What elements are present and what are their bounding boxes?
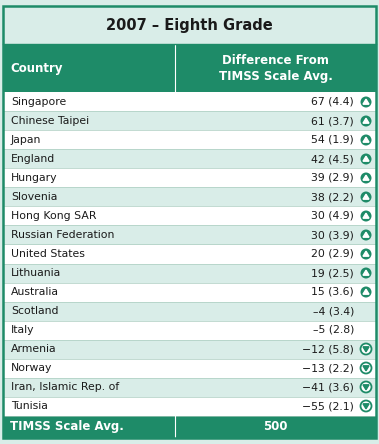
Bar — [175, 416, 376, 437]
Bar — [3, 150, 376, 169]
Polygon shape — [363, 99, 369, 104]
Bar — [3, 301, 376, 321]
Text: Difference From
TIMSS Scale Avg.: Difference From TIMSS Scale Avg. — [219, 54, 332, 83]
Polygon shape — [363, 156, 369, 161]
Text: Australia: Australia — [11, 287, 59, 297]
Polygon shape — [363, 366, 369, 371]
Circle shape — [360, 115, 371, 127]
Text: −13 (2.2): −13 (2.2) — [302, 363, 354, 373]
Text: United States: United States — [11, 249, 85, 259]
Bar — [3, 187, 376, 206]
Text: Slovenia: Slovenia — [11, 192, 57, 202]
Text: TIMSS Scale Avg.: TIMSS Scale Avg. — [10, 420, 124, 433]
Text: 19 (2.5): 19 (2.5) — [311, 268, 354, 278]
Bar — [3, 206, 376, 226]
Text: –5 (2.8): –5 (2.8) — [313, 325, 354, 335]
Text: 54 (1.9): 54 (1.9) — [311, 135, 354, 145]
Bar — [3, 416, 175, 437]
Text: 39 (2.9): 39 (2.9) — [311, 173, 354, 183]
Circle shape — [360, 286, 371, 297]
Bar — [3, 263, 376, 282]
Text: Norway: Norway — [11, 363, 52, 373]
Polygon shape — [363, 137, 369, 142]
Circle shape — [360, 210, 371, 222]
Text: 30 (3.9): 30 (3.9) — [311, 230, 354, 240]
Polygon shape — [363, 251, 369, 256]
Text: England: England — [11, 154, 55, 164]
Text: Iran, Islamic Rep. of: Iran, Islamic Rep. of — [11, 382, 119, 392]
Text: 15 (3.6): 15 (3.6) — [311, 287, 354, 297]
Text: Chinese Taipei: Chinese Taipei — [11, 116, 89, 126]
Circle shape — [360, 267, 371, 278]
Circle shape — [360, 96, 371, 107]
Text: Lithuania: Lithuania — [11, 268, 61, 278]
Text: Italy: Italy — [11, 325, 34, 335]
Text: Japan: Japan — [11, 135, 41, 145]
Bar — [3, 358, 376, 377]
Text: Singapore: Singapore — [11, 97, 66, 107]
Text: Tunisia: Tunisia — [11, 401, 48, 411]
Bar — [3, 92, 376, 111]
Text: 67 (4.4): 67 (4.4) — [311, 97, 354, 107]
Polygon shape — [363, 175, 369, 180]
Polygon shape — [363, 213, 369, 218]
Polygon shape — [363, 404, 369, 409]
Circle shape — [360, 135, 371, 146]
Bar — [3, 111, 376, 131]
Polygon shape — [363, 289, 369, 294]
Text: 38 (2.2): 38 (2.2) — [311, 192, 354, 202]
Circle shape — [360, 381, 371, 392]
Text: –4 (3.4): –4 (3.4) — [313, 306, 354, 316]
Circle shape — [360, 400, 371, 412]
Polygon shape — [363, 194, 369, 199]
Bar — [3, 282, 376, 301]
Text: −12 (5.8): −12 (5.8) — [302, 344, 354, 354]
Text: 61 (3.7): 61 (3.7) — [311, 116, 354, 126]
Circle shape — [360, 154, 371, 164]
Text: 20 (2.9): 20 (2.9) — [311, 249, 354, 259]
Text: Armenia: Armenia — [11, 344, 56, 354]
Bar — [3, 396, 376, 416]
Text: Hungary: Hungary — [11, 173, 58, 183]
Text: Hong Kong SAR: Hong Kong SAR — [11, 211, 97, 221]
Bar — [3, 131, 376, 150]
Text: 42 (4.5): 42 (4.5) — [311, 154, 354, 164]
Circle shape — [360, 173, 371, 183]
Circle shape — [360, 191, 371, 202]
Text: 2007 – Eighth Grade: 2007 – Eighth Grade — [106, 18, 273, 33]
Circle shape — [360, 344, 371, 354]
Bar — [3, 321, 376, 340]
Bar — [3, 377, 376, 396]
Polygon shape — [363, 385, 369, 390]
Circle shape — [360, 362, 371, 373]
Polygon shape — [363, 232, 369, 237]
Polygon shape — [363, 118, 369, 123]
Bar — [3, 245, 376, 263]
Text: Country: Country — [10, 62, 63, 75]
Text: Russian Federation: Russian Federation — [11, 230, 114, 240]
Circle shape — [360, 230, 371, 241]
Polygon shape — [363, 270, 369, 275]
Text: −41 (3.6): −41 (3.6) — [302, 382, 354, 392]
Polygon shape — [363, 347, 369, 352]
Circle shape — [360, 249, 371, 259]
Text: 30 (4.9): 30 (4.9) — [311, 211, 354, 221]
Bar — [3, 226, 376, 245]
Bar — [3, 340, 376, 358]
Bar — [3, 169, 376, 187]
Text: −55 (2.1): −55 (2.1) — [302, 401, 354, 411]
Bar — [3, 44, 175, 92]
Bar — [175, 44, 376, 92]
Bar — [3, 7, 376, 44]
Text: 500: 500 — [263, 420, 288, 433]
Text: Scotland: Scotland — [11, 306, 58, 316]
